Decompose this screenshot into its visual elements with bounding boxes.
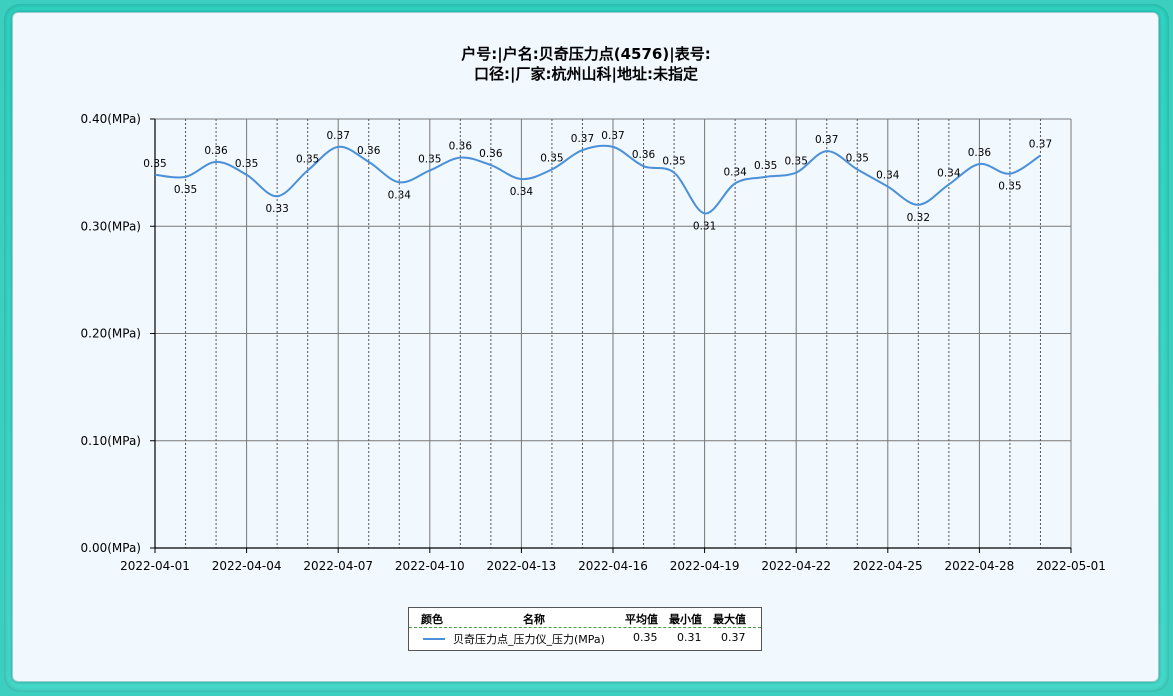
y-tick-label: 0.30(MPa): [81, 219, 142, 233]
chart-title-line1: 户号:|户名:贝奇压力点(4576)|表号:: [461, 45, 710, 64]
data-label: 0.33: [265, 203, 288, 215]
data-label: 0.35: [998, 181, 1021, 193]
data-label: 0.35: [785, 156, 808, 168]
legend-series-name: 贝奇压力点_压力仪_压力(MPa): [453, 633, 605, 646]
legend-max-value: 0.37: [721, 631, 746, 644]
data-label: 0.35: [296, 153, 319, 165]
data-label: 0.35: [846, 152, 869, 164]
x-tick-label: 2022-04-28: [945, 559, 1015, 573]
x-tick-label: 2022-04-04: [212, 559, 282, 573]
chart-panel: [12, 12, 1159, 682]
series-line: [154, 144, 1042, 215]
data-labels: 0.35 0.35 0.36 0.35 0.33 0.35 0.37 0.36 0.34 0.35…: [143, 130, 1052, 232]
data-label: 0.37: [815, 134, 838, 146]
data-label: 0.37: [601, 130, 624, 142]
x-tick-label: 2022-04-10: [395, 559, 465, 573]
legend-header-color: 颜色: [421, 613, 443, 626]
legend-header: 颜色 名称 平均值 最小值 最大值: [409, 608, 761, 628]
legend-table: 颜色 名称 平均值 最小值 最大值 贝奇压力点_压力仪_压力(MPa) 0.35…: [408, 607, 762, 651]
data-label: 0.35: [418, 153, 441, 165]
data-label: 0.35: [235, 158, 258, 170]
x-tick-label: 2022-04-01: [120, 559, 190, 573]
grid-lines: [154, 118, 1072, 549]
data-label: 0.34: [723, 166, 747, 178]
legend-header-min: 最小值: [669, 613, 702, 626]
data-label: 0.36: [968, 147, 992, 159]
data-label: 0.34: [510, 186, 534, 198]
series-layer: [154, 144, 1042, 215]
legend-header-avg: 平均值: [625, 613, 658, 626]
data-label: 0.35: [754, 160, 777, 172]
x-tick-label: 2022-04-07: [303, 559, 373, 573]
y-tick-label: 0.40(MPa): [81, 112, 142, 126]
x-tick-label: 2022-05-01: [1036, 559, 1106, 573]
data-label: 0.37: [571, 133, 594, 145]
data-label: 0.34: [388, 189, 412, 201]
data-label: 0.31: [693, 220, 716, 232]
data-label: 0.35: [540, 152, 563, 164]
data-label: 0.36: [357, 145, 381, 157]
axes: 0.00(MPa) 0.10(MPa) 0.20(MPa) 0.30(MPa) 0.40…: [81, 112, 1106, 573]
data-label: 0.34: [937, 167, 961, 179]
data-label: 0.36: [479, 148, 503, 160]
x-tick-label: 2022-04-19: [670, 559, 740, 573]
data-label: 0.36: [632, 149, 656, 161]
data-label: 0.36: [204, 145, 228, 157]
data-label: 0.36: [449, 141, 473, 153]
legend-avg-value: 0.35: [633, 631, 658, 644]
y-tick-label: 0.20(MPa): [81, 327, 142, 341]
x-tick-label: 2022-04-22: [761, 559, 831, 573]
x-tick-label: 2022-04-16: [578, 559, 648, 573]
legend-color-swatch: [423, 638, 445, 640]
x-tick-label: 2022-04-25: [853, 559, 923, 573]
y-tick-label: 0.10(MPa): [81, 434, 142, 448]
chart-title-line2: 口径:|厂家:杭州山科|地址:未指定: [474, 65, 698, 84]
legend-header-max: 最大值: [713, 613, 746, 626]
data-label: 0.32: [907, 212, 930, 224]
x-tick-label: 2022-04-13: [487, 559, 557, 573]
legend-row: 贝奇压力点_压力仪_压力(MPa) 0.35 0.31 0.37: [409, 628, 761, 650]
legend-min-value: 0.31: [677, 631, 702, 644]
data-label: 0.35: [143, 158, 166, 170]
data-label: 0.35: [662, 156, 685, 168]
data-label: 0.37: [1029, 138, 1052, 150]
data-label: 0.37: [327, 130, 350, 142]
data-label: 0.34: [876, 170, 900, 182]
y-tick-label: 0.00(MPa): [81, 541, 142, 555]
data-label: 0.35: [174, 184, 197, 196]
legend-header-name: 名称: [523, 613, 545, 626]
